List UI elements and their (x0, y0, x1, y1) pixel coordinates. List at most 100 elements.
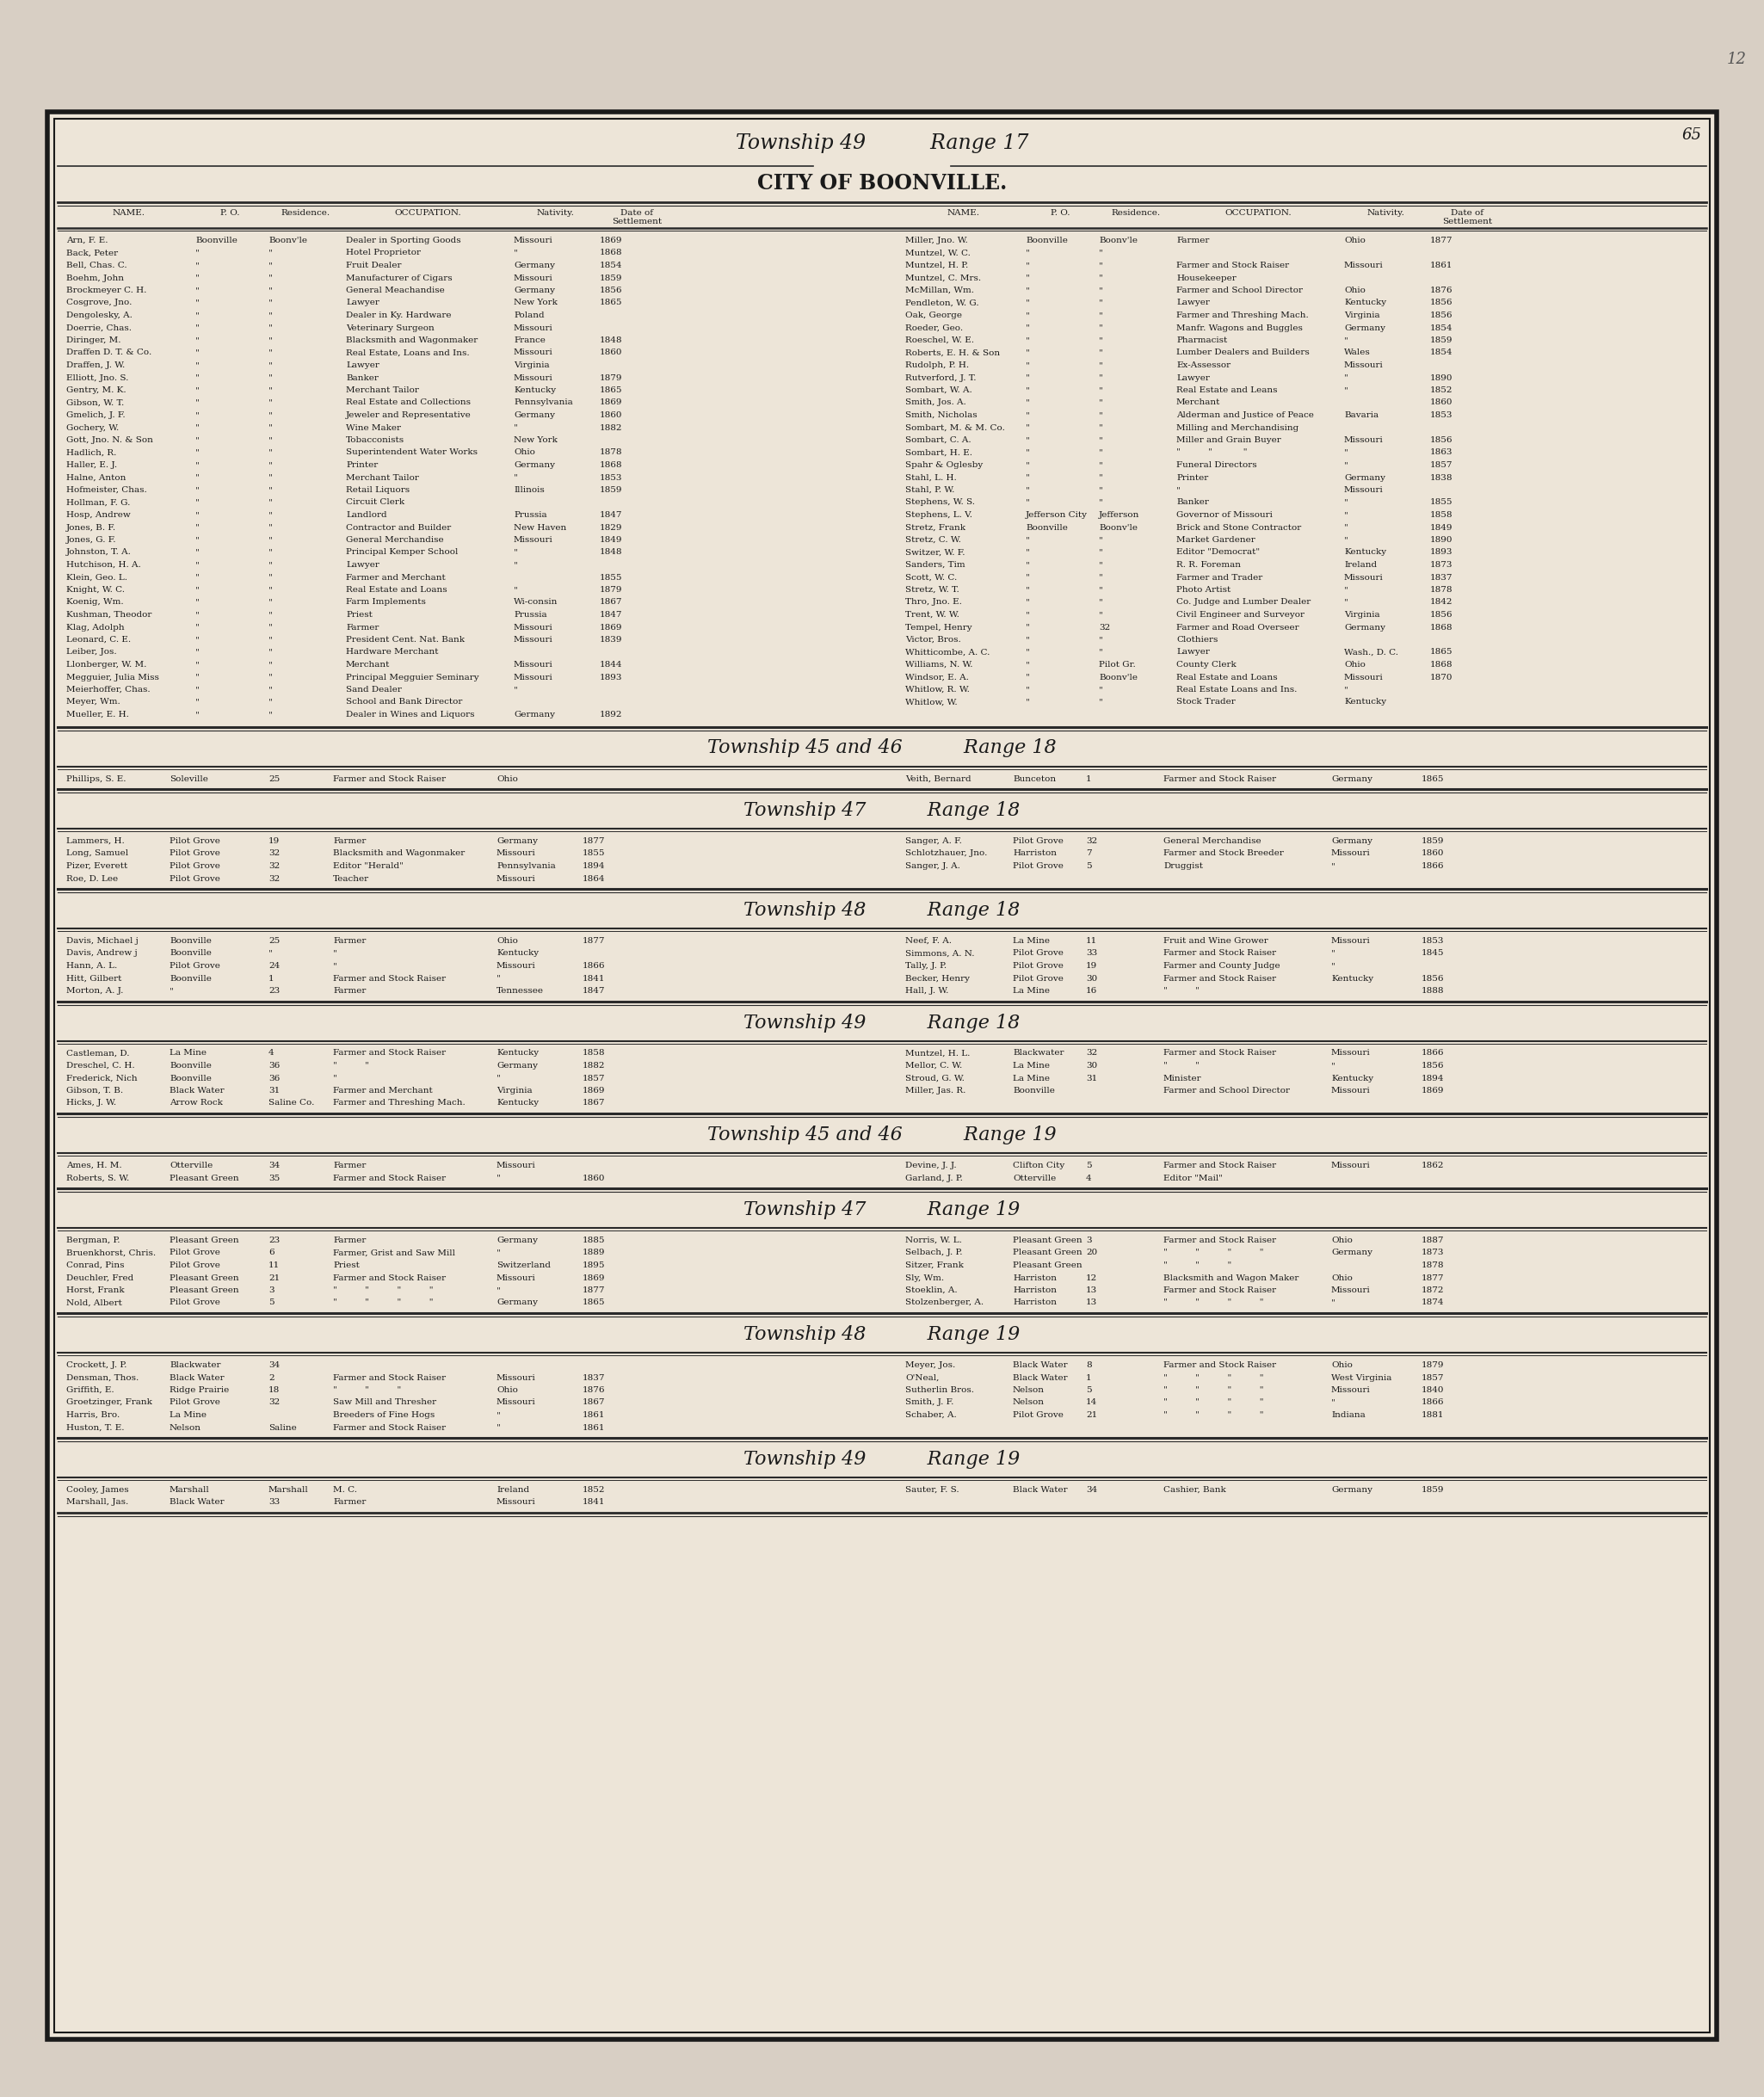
Text: ": " (1332, 862, 1335, 870)
Text: 20: 20 (1087, 1250, 1097, 1256)
Text: Roe, D. Lee: Roe, D. Lee (67, 874, 118, 883)
Text: ": " (268, 598, 273, 606)
Text: Hicks, J. W.: Hicks, J. W. (67, 1099, 116, 1107)
Text: Neef, F. A.: Neef, F. A. (905, 937, 953, 946)
Text: 1865: 1865 (600, 300, 623, 306)
Text: Bunceton: Bunceton (1013, 776, 1057, 782)
Text: 1885: 1885 (582, 1237, 605, 1244)
Text: Saline: Saline (268, 1424, 296, 1432)
Text: Black Water: Black Water (1013, 1374, 1067, 1382)
Text: ": " (196, 711, 199, 719)
Text: Priest: Priest (333, 1262, 360, 1269)
Text: Boonville: Boonville (169, 1061, 212, 1069)
Text: Blackwater: Blackwater (1013, 1048, 1064, 1057)
Text: Farmer and Stock Raiser: Farmer and Stock Raiser (1164, 975, 1275, 981)
Text: ": " (1099, 499, 1102, 505)
Text: Gmelich, J. F.: Gmelich, J. F. (67, 411, 125, 419)
Text: ": " (1344, 585, 1348, 593)
Text: Wales: Wales (1344, 348, 1371, 356)
Text: Contractor and Builder: Contractor and Builder (346, 524, 452, 531)
Text: "          "          ": " " " (1164, 1262, 1231, 1269)
Text: Minister: Minister (1164, 1074, 1201, 1082)
Text: Arrow Rock: Arrow Rock (169, 1099, 222, 1107)
Text: 31: 31 (268, 1086, 280, 1095)
Text: ": " (1344, 598, 1348, 606)
Text: 1860: 1860 (600, 348, 623, 356)
Text: Housekeeper: Housekeeper (1177, 275, 1237, 281)
Text: 6: 6 (268, 1250, 273, 1256)
Text: Real Estate and Loans: Real Estate and Loans (346, 585, 446, 593)
Text: Clifton City: Clifton City (1013, 1162, 1065, 1170)
Text: Simmons, A. N.: Simmons, A. N. (905, 950, 974, 958)
Text: 1881: 1881 (1422, 1411, 1445, 1420)
Text: ": " (268, 549, 273, 556)
Text: 1838: 1838 (1431, 474, 1454, 482)
Text: "          "          ": " " " (333, 1386, 400, 1395)
Text: ": " (268, 300, 273, 306)
Text: Crockett, J. P.: Crockett, J. P. (67, 1361, 127, 1369)
Text: Breeders of Fine Hogs: Breeders of Fine Hogs (333, 1411, 434, 1420)
Text: Black Water: Black Water (169, 1499, 224, 1506)
Text: ": " (196, 424, 199, 432)
Text: Township 45 and 46          Range 19: Township 45 and 46 Range 19 (707, 1126, 1057, 1145)
Text: 31: 31 (1087, 1074, 1097, 1082)
Text: NAME.: NAME. (947, 210, 981, 216)
Text: 1852: 1852 (582, 1487, 605, 1493)
Text: Lawyer: Lawyer (346, 361, 379, 369)
Text: Farmer and Merchant: Farmer and Merchant (333, 1086, 432, 1095)
Text: 7: 7 (1087, 849, 1092, 858)
Text: ": " (1025, 585, 1030, 593)
Text: 1859: 1859 (1422, 1487, 1445, 1493)
Text: 30: 30 (1087, 975, 1097, 981)
Text: Township 48          Range 18: Township 48 Range 18 (744, 902, 1020, 921)
Text: Pleasant Green: Pleasant Green (169, 1174, 238, 1183)
Text: ": " (268, 585, 273, 593)
Text: Lawyer: Lawyer (1177, 648, 1210, 656)
Text: Hofmeister, Chas.: Hofmeister, Chas. (67, 487, 146, 495)
Text: 1876: 1876 (582, 1386, 605, 1395)
Text: Manufacturer of Cigars: Manufacturer of Cigars (346, 275, 452, 281)
Text: Sombart, C. A.: Sombart, C. A. (905, 436, 972, 445)
Text: Pilot Grove: Pilot Grove (1013, 975, 1064, 981)
Text: Cosgrove, Jno.: Cosgrove, Jno. (67, 300, 132, 306)
Text: Koenig, Wm.: Koenig, Wm. (67, 598, 123, 606)
Text: Principal Megguier Seminary: Principal Megguier Seminary (346, 673, 480, 682)
Text: ": " (513, 686, 519, 694)
Text: 1893: 1893 (1431, 549, 1454, 556)
Text: Sand Dealer: Sand Dealer (346, 686, 402, 694)
Text: ": " (196, 698, 199, 707)
Text: Mellor, C. W.: Mellor, C. W. (905, 1061, 961, 1069)
Text: ": " (513, 562, 519, 568)
Text: ": " (268, 610, 273, 619)
Text: Farmer, Grist and Saw Mill: Farmer, Grist and Saw Mill (333, 1250, 455, 1256)
Text: Blacksmith and Wagon Maker: Blacksmith and Wagon Maker (1164, 1275, 1298, 1281)
Text: Sanger, J. A.: Sanger, J. A. (905, 862, 960, 870)
Text: 1829: 1829 (600, 524, 623, 531)
Text: 1854: 1854 (1431, 323, 1454, 331)
Text: Residence.: Residence. (1111, 210, 1161, 216)
Text: 1853: 1853 (1431, 411, 1454, 419)
Text: ": " (1025, 487, 1030, 495)
Text: 1856: 1856 (1431, 610, 1454, 619)
Text: Sauter, F. S.: Sauter, F. S. (905, 1487, 960, 1493)
Text: Hann, A. L.: Hann, A. L. (67, 963, 116, 969)
Text: ": " (196, 648, 199, 656)
Text: Kentucky: Kentucky (513, 386, 556, 394)
Text: ": " (496, 1424, 501, 1432)
Text: Missouri: Missouri (513, 673, 554, 682)
Text: Huston, T. E.: Huston, T. E. (67, 1424, 123, 1432)
Text: Dealer in Sporting Goods: Dealer in Sporting Goods (346, 237, 460, 245)
Text: ": " (1344, 386, 1348, 394)
Text: Merchant Tailor: Merchant Tailor (346, 474, 420, 482)
Text: Horst, Frank: Horst, Frank (67, 1285, 125, 1294)
Text: Pleasant Green: Pleasant Green (169, 1237, 238, 1244)
Text: Germany: Germany (513, 287, 556, 294)
Text: Farmer and Stock Raiser: Farmer and Stock Raiser (1164, 950, 1275, 958)
Text: 1847: 1847 (600, 512, 623, 518)
Text: Gott, Jno. N. & Son: Gott, Jno. N. & Son (67, 436, 153, 445)
Text: ": " (1025, 262, 1030, 268)
Text: Marshall, Jas.: Marshall, Jas. (67, 1499, 129, 1506)
Text: Sombart, W. A.: Sombart, W. A. (905, 386, 972, 394)
Text: Sly, Wm.: Sly, Wm. (905, 1275, 944, 1281)
Text: Missouri: Missouri (496, 1499, 536, 1506)
